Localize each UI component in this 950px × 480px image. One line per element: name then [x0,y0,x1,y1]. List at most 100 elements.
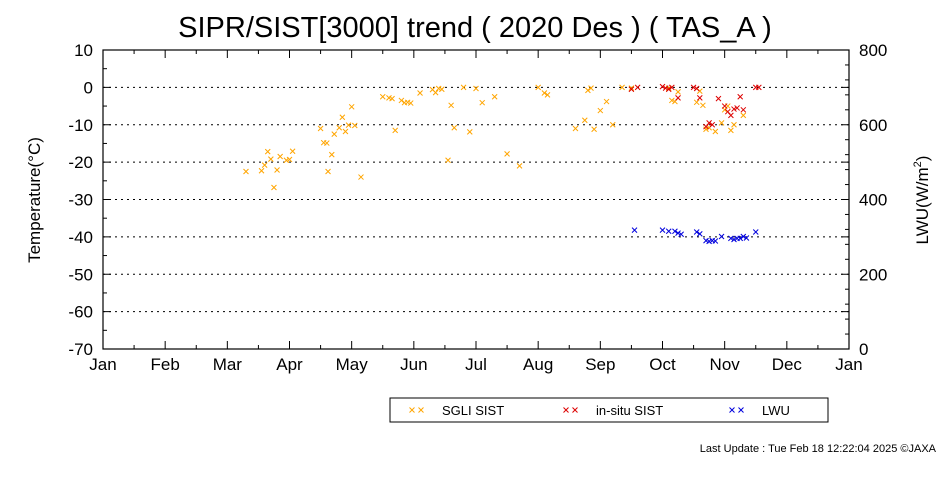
y2-axis-label: LWU(W/m2) [912,156,932,245]
data-point [703,126,709,133]
data-point [491,93,498,100]
y2-axis-label-main: LWU(W/m [913,167,932,244]
data-point [678,231,685,238]
data-point [740,233,747,240]
data-point [693,85,700,92]
data-point [466,128,473,135]
chart-title: SIPR/SIST[3000] trend ( 2020 Des ) ( TAS… [178,12,772,44]
data-point [737,235,744,242]
data-point [345,122,352,128]
data-point [706,120,712,126]
data-point [631,227,638,234]
data-point [581,117,588,124]
data-point [665,86,672,93]
data-point [398,97,405,104]
y-tick-label: 0 [84,78,93,97]
x-tick-label: Nov [710,355,741,374]
data-point [407,100,414,106]
data-point [460,84,467,91]
data-point [672,228,678,235]
data-point [752,229,759,235]
legend-marker [409,407,415,413]
data-point [274,167,280,173]
data-point [591,126,597,133]
data-point [609,121,616,128]
legend-marker [729,407,735,413]
legend-label: SGLI SIST [442,403,504,418]
y2-tick-label: 800 [859,41,887,60]
data-point [668,84,675,91]
data-point [634,84,641,91]
data-point [696,94,703,101]
y-tick-label: -30 [68,191,93,210]
series-sgli-sist [243,84,747,191]
data-point [271,184,277,191]
data-point [659,227,666,234]
data-point [675,230,681,236]
data-point [243,168,249,175]
data-point [628,86,635,93]
y-tick-label: -60 [68,303,93,322]
data-point [544,91,551,98]
data-point [619,84,625,91]
x-tick-label: Dec [772,355,803,374]
data-point [740,106,747,113]
data-point [572,125,579,132]
data-point [662,85,669,91]
data-point [336,124,343,131]
data-point [588,85,594,91]
data-point [743,235,750,241]
data-point [389,95,395,102]
data-point [740,112,747,119]
data-point [712,238,719,244]
x-tick-label: Jan [835,355,862,374]
data-point [342,128,349,135]
data-point [325,168,331,175]
data-points [243,83,762,245]
x-tick-label: Aug [523,355,553,374]
data-point [665,228,672,235]
data-point [331,131,338,137]
legend-marker [563,407,569,413]
data-point [261,162,268,168]
data-point [718,120,725,126]
data-point [504,151,510,157]
series-in-situ-sist [628,83,762,130]
y-tick-label: -20 [68,153,93,172]
y2-tick-label: 400 [859,191,887,210]
series-lwu [631,227,759,245]
data-point [728,235,734,242]
data-point [392,127,399,134]
data-point [473,85,479,92]
legend-items: SGLI SIST in-situ SIST LWU [409,403,790,418]
x-tick-label: Oct [649,355,676,374]
data-point [264,148,271,155]
y-axis-label: Temperature(°C) [25,137,44,263]
y-tick-label: -40 [68,228,93,247]
x-tick-label: Jul [465,355,487,374]
data-point [351,122,358,129]
y2-tick-label: 0 [859,340,868,359]
footer-text: Last Update : Tue Feb 18 12:22:04 2025 ©… [700,443,937,455]
x-tick-label: Jun [400,355,427,374]
y-tick-labels: 10 0 -10 -20 -30 -40 -50 -60 -70 [68,41,93,359]
data-point [585,87,591,94]
data-point [479,99,486,106]
data-point [541,90,548,96]
data-point [756,84,762,91]
legend-box [389,397,829,423]
data-point [668,97,675,104]
data-point [445,157,451,164]
data-point [737,93,744,100]
data-point [339,114,346,121]
data-point [603,98,610,105]
data-point [675,94,681,101]
data-point [597,107,604,114]
x-tick-label: Feb [151,355,180,374]
data-point [721,103,728,109]
data-point [535,84,542,91]
data-point [712,128,719,135]
legend: SGLI SIST in-situ SIST LWU [389,397,829,423]
legend-marker [738,407,744,413]
